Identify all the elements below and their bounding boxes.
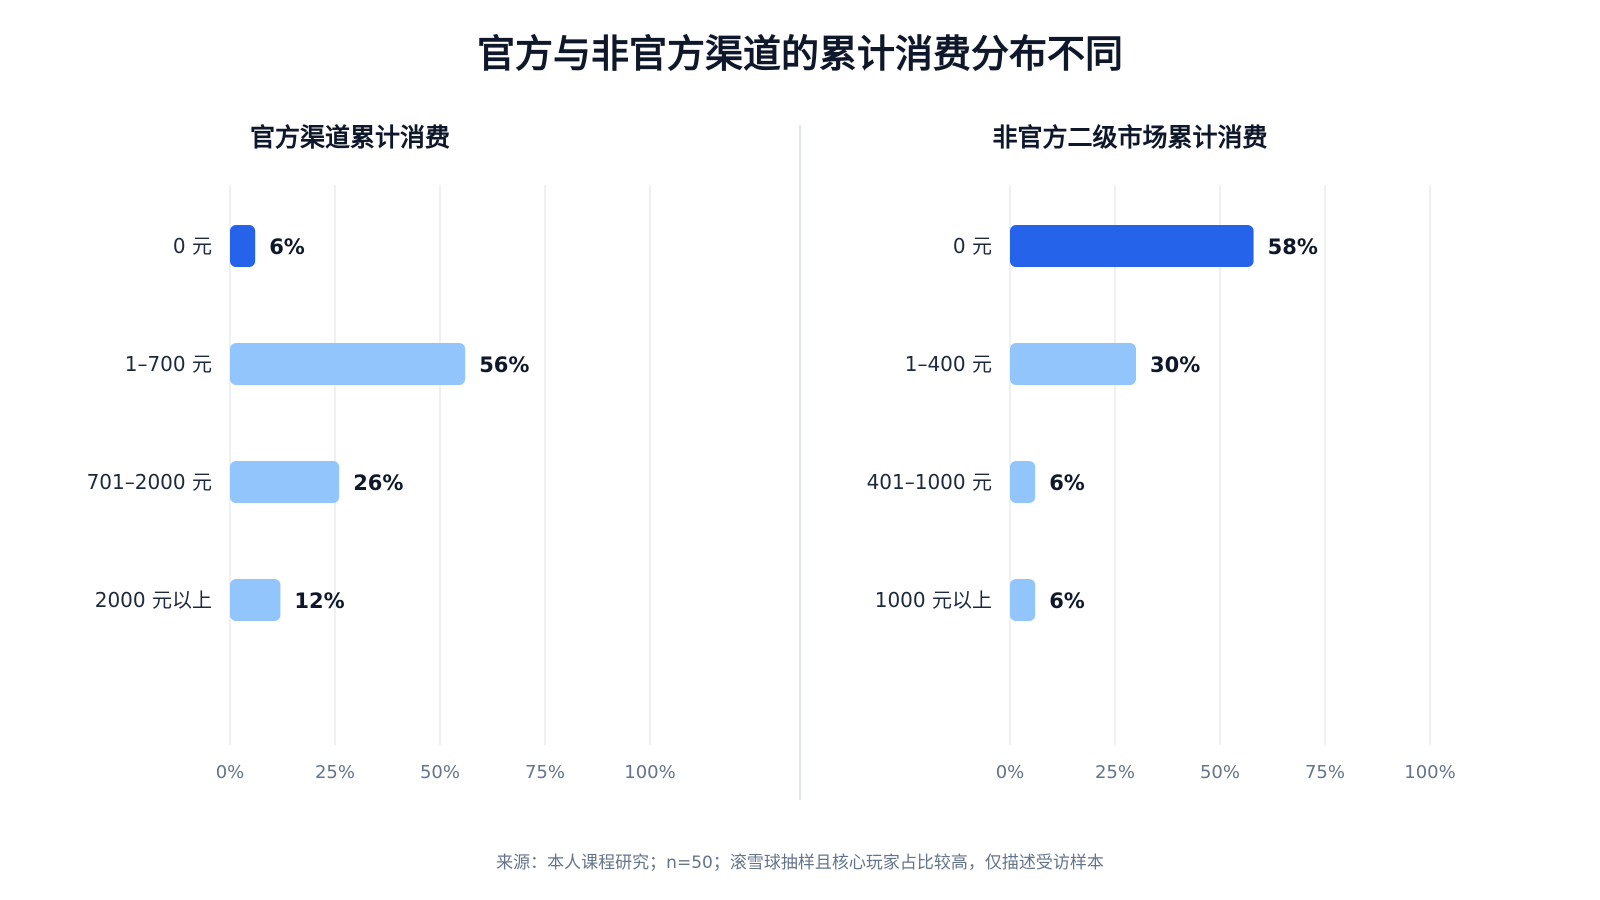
bar (230, 225, 256, 267)
x-tick-label: 0% (216, 762, 245, 783)
x-tick-label: 100% (624, 762, 675, 783)
data-label: 6% (269, 235, 305, 259)
data-label: 6% (1049, 471, 1085, 495)
bar (230, 579, 281, 621)
data-label: 30% (1150, 353, 1200, 377)
chart-panel-1: 官方渠道累计消费 0% 25% 50% 75% 100% 0 元 6% 1–700 元 56% 70… (87, 123, 676, 783)
x-tick-label: 50% (420, 762, 460, 783)
x-tick-label: 50% (1200, 762, 1240, 783)
panel-title: 官方渠道累计消费 (250, 123, 450, 152)
x-tick-label: 25% (315, 762, 355, 783)
category-label: 1–700 元 (125, 352, 212, 376)
x-tick-label: 75% (1305, 762, 1345, 783)
bar (1010, 461, 1036, 503)
data-label: 58% (1268, 235, 1318, 259)
x-tick-label: 0% (996, 762, 1025, 783)
bar (1010, 579, 1036, 621)
x-tick-label: 75% (525, 762, 565, 783)
bar (230, 461, 340, 503)
category-label: 701–2000 元 (87, 470, 212, 494)
data-label: 56% (479, 353, 529, 377)
category-label: 0 元 (173, 234, 212, 258)
category-label: 1000 元以上 (875, 588, 992, 612)
bar (1010, 343, 1136, 385)
data-label: 6% (1049, 589, 1085, 613)
source-footnote: 来源：本人课程研究；n=50；滚雪球抽样且核心玩家占比较高，仅描述受访样本 (496, 853, 1104, 873)
x-tick-label: 100% (1404, 762, 1455, 783)
category-label: 0 元 (953, 234, 992, 258)
x-tick-label: 25% (1095, 762, 1135, 783)
bar (1010, 225, 1254, 267)
chart-panels: 官方渠道累计消费 0% 25% 50% 75% 100% 0 元 6% 1–700 元 56% 70… (87, 123, 1456, 783)
category-label: 401–1000 元 (867, 470, 992, 494)
data-label: 26% (353, 471, 403, 495)
chart-title: 官方与非官方渠道的累计消费分布不同 (477, 32, 1123, 76)
chart-panel-2: 非官方二级市场累计消费 0% 25% 50% 75% 100% 0 元 58% 1–400 元 3… (867, 123, 1456, 783)
category-label: 1–400 元 (905, 352, 992, 376)
category-label: 2000 元以上 (95, 588, 212, 612)
panel-title: 非官方二级市场累计消费 (992, 123, 1267, 152)
bar (230, 343, 466, 385)
data-label: 12% (294, 589, 344, 613)
